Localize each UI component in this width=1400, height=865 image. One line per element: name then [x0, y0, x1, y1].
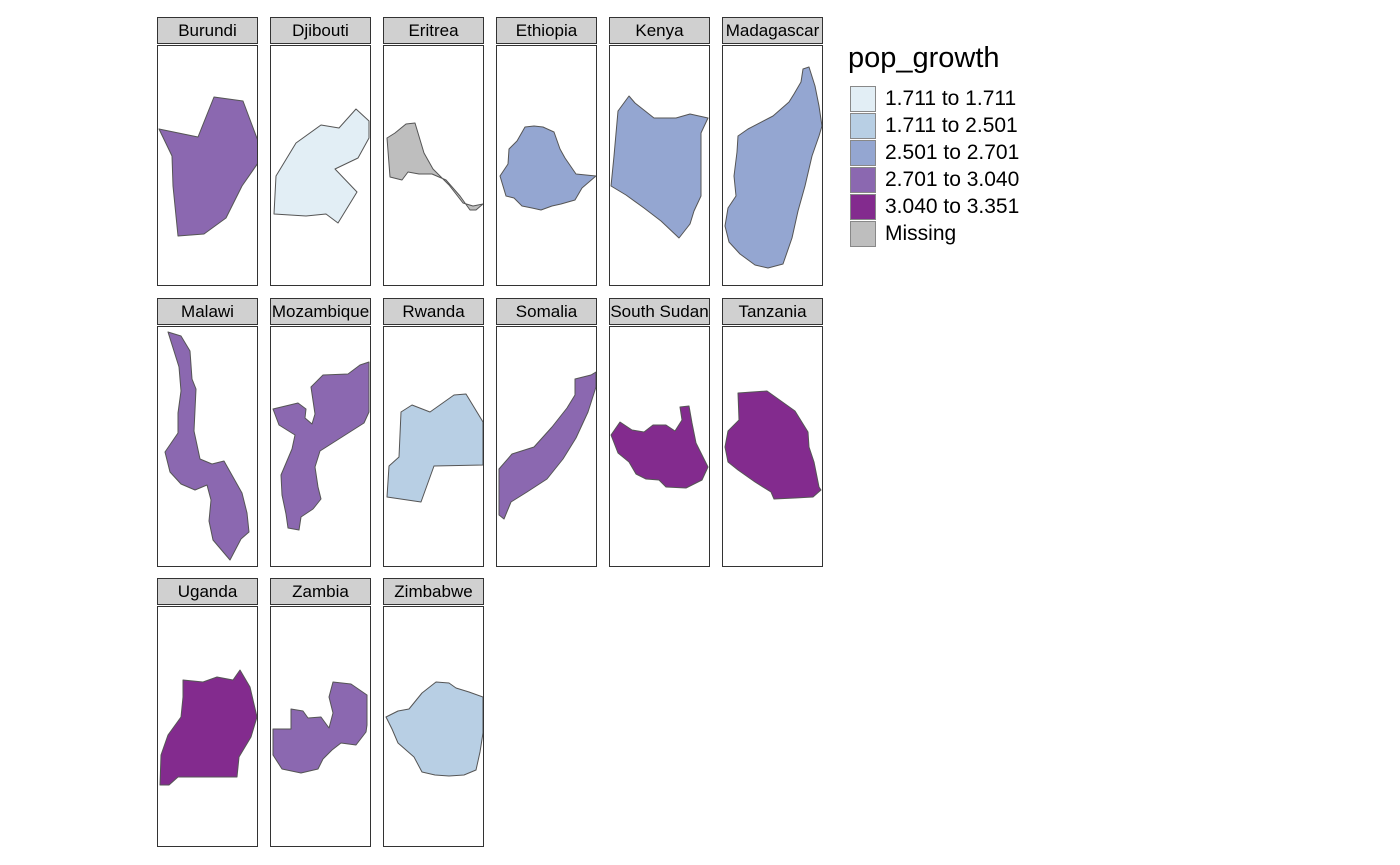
country-shape [273, 108, 370, 224]
facet-label: Ethiopia [496, 17, 597, 44]
country-shape [610, 95, 709, 239]
country-shape [498, 371, 596, 520]
legend-label: 2.501 to 2.701 [885, 140, 1020, 164]
country-shape [272, 681, 368, 774]
country-tanzania [724, 390, 822, 500]
map-frame [496, 45, 597, 286]
facet-panel-zambia: Zambia [270, 578, 371, 847]
facet-panel-rwanda: Rwanda [383, 298, 484, 567]
facet-panel-malawi: Malawi [157, 298, 258, 567]
country-south-sudan [610, 405, 709, 489]
legend-swatch [850, 220, 876, 247]
legend-item: 1.711 to 1.711 [848, 85, 1019, 112]
map-frame [722, 45, 823, 286]
facet-label: Somalia [496, 298, 597, 325]
legend-swatch [850, 85, 876, 112]
country-zimbabwe [385, 681, 483, 777]
country-shape [158, 96, 257, 237]
legend-swatch [850, 139, 876, 166]
country-shape [499, 125, 596, 211]
map-frame [383, 45, 484, 286]
map-frame [383, 326, 484, 567]
legend-label: 3.040 to 3.351 [885, 194, 1020, 218]
facet-panel-burundi: Burundi [157, 17, 258, 286]
facet-panel-south-sudan: South Sudan [609, 298, 710, 567]
legend-swatch [850, 193, 876, 220]
map-frame [609, 326, 710, 567]
country-mozambique [272, 361, 370, 531]
facet-label: Kenya [609, 17, 710, 44]
facet-label: Eritrea [383, 17, 484, 44]
legend-swatch [850, 166, 876, 193]
country-zambia [272, 681, 368, 774]
country-uganda [159, 669, 257, 786]
country-eritrea [386, 122, 483, 211]
facet-label: Tanzania [722, 298, 823, 325]
country-shape [724, 390, 822, 500]
facet-label: Zambia [270, 578, 371, 605]
country-shape [159, 669, 257, 786]
facet-label: South Sudan [609, 298, 710, 325]
legend-label: Missing [885, 221, 957, 245]
legend-label: 1.711 to 2.501 [885, 113, 1018, 137]
legend-item: Missing [848, 220, 1019, 247]
country-shape [164, 331, 250, 561]
facet-label: Zimbabwe [383, 578, 484, 605]
facet-label: Mozambique [270, 298, 371, 325]
country-shape [386, 122, 483, 211]
facet-panel-madagascar: Madagascar [722, 17, 823, 286]
legend-item: 2.701 to 3.040 [848, 166, 1019, 193]
country-shape [724, 66, 822, 269]
facet-panel-uganda: Uganda [157, 578, 258, 847]
country-burundi [158, 96, 257, 237]
map-frame [609, 45, 710, 286]
facet-label: Madagascar [722, 17, 823, 44]
facet-panel-mozambique: Mozambique [270, 298, 371, 567]
legend-label: 2.701 to 3.040 [885, 167, 1020, 191]
facet-label: Rwanda [383, 298, 484, 325]
facet-panel-eritrea: Eritrea [383, 17, 484, 286]
legend-label: 1.711 to 1.711 [885, 86, 1017, 110]
country-somalia [498, 371, 596, 520]
country-ethiopia [499, 125, 596, 211]
facet-panel-tanzania: Tanzania [722, 298, 823, 567]
map-frame [722, 326, 823, 567]
legend-item: 1.711 to 2.501 [848, 112, 1019, 139]
map-frame [157, 45, 258, 286]
map-frame [270, 606, 371, 847]
facet-panel-somalia: Somalia [496, 298, 597, 567]
facet-label: Malawi [157, 298, 258, 325]
country-shape [272, 361, 370, 531]
legend-title: pop_growth [848, 42, 1000, 74]
facet-label: Burundi [157, 17, 258, 44]
map-frame [496, 326, 597, 567]
map-frame [157, 606, 258, 847]
country-shape [610, 405, 709, 489]
country-madagascar [724, 66, 822, 269]
facet-panel-ethiopia: Ethiopia [496, 17, 597, 286]
map-frame [157, 326, 258, 567]
map-frame [270, 45, 371, 286]
facet-label: Uganda [157, 578, 258, 605]
legend-swatch [850, 112, 876, 139]
country-djibouti [273, 108, 370, 224]
country-shape [386, 393, 483, 503]
map-frame [383, 606, 484, 847]
country-malawi [164, 331, 250, 561]
map-frame [270, 326, 371, 567]
facet-label: Djibouti [270, 17, 371, 44]
legend-item: 3.040 to 3.351 [848, 193, 1019, 220]
facet-panel-djibouti: Djibouti [270, 17, 371, 286]
country-kenya [610, 95, 709, 239]
facet-panel-kenya: Kenya [609, 17, 710, 286]
facet-panel-zimbabwe: Zimbabwe [383, 578, 484, 847]
country-shape [385, 681, 483, 777]
legend-item: 2.501 to 2.701 [848, 139, 1019, 166]
country-rwanda [386, 393, 483, 503]
map-legend: pop_growth 1.711 to 1.711 1.711 to 2.501… [848, 40, 1019, 247]
